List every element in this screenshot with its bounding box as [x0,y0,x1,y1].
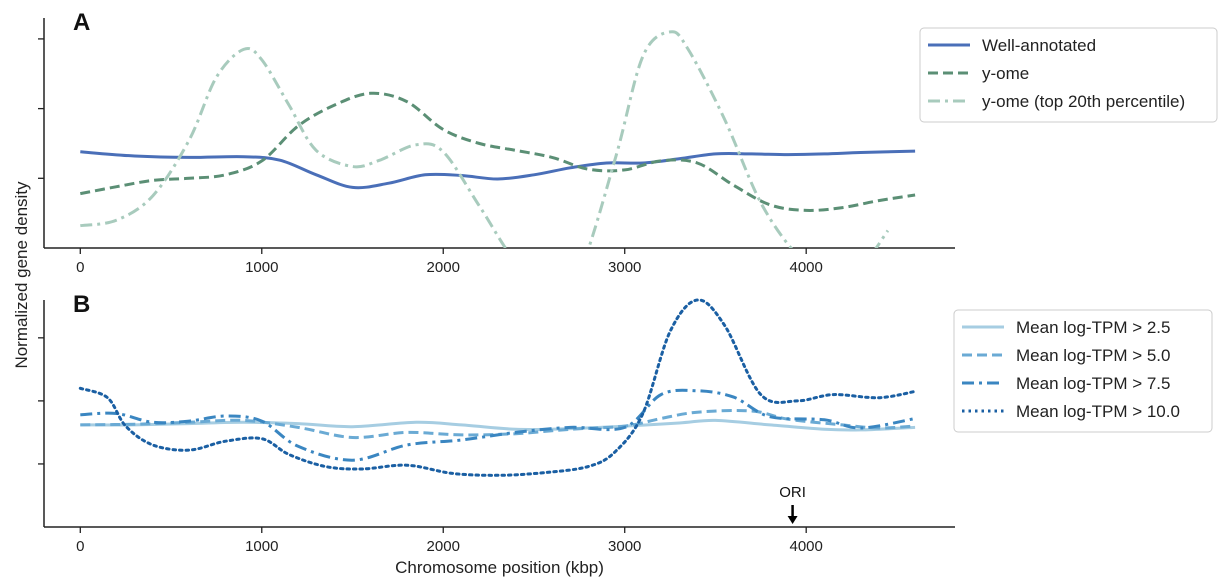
x-tick-label: 4000 [790,538,823,555]
series-lines [78,298,917,477]
legend-entry-label: y-ome [982,64,1029,83]
ori-arrow-head [787,516,798,524]
shared-y-axis-label: Normalized gene density [12,181,31,369]
legend: Well-annotated y-ome y-ome (top 20th perce… [919,27,1218,123]
legend-frame [919,27,1218,123]
series-line-3 [80,30,890,248]
x-tick-label: 3000 [608,538,641,555]
x-tick-label: 4000 [790,259,823,276]
legend-entry-label: Well-annotated [982,36,1096,55]
series-line-1 [80,418,916,432]
legend: Mean log-TPM > 2.5 Mean log-TPM > 5.0 Mean… [953,309,1213,433]
ori-annotation-label: ORI [779,484,806,501]
legend-entry-label: Mean log-TPM > 5.0 [1016,346,1171,365]
x-tick-label: 1000 [245,538,278,555]
panel-a: 0 1000 2000 3000 4000 A Well-annotated y-ome y-o… [38,9,1218,276]
series-lines [80,30,916,248]
legend-entry-label: Mean log-TPM > 2.5 [1016,318,1171,337]
legend-entry-label: Mean log-TPM > 7.5 [1016,374,1171,393]
x-tick-label: 1000 [245,259,278,276]
x-tick-label: 2000 [427,259,460,276]
x-tick-label: 0 [76,259,84,276]
series-line-1 [80,149,916,190]
series-line-2 [80,409,916,440]
x-tick-label: 2000 [427,538,460,555]
panel-label: A [73,9,90,36]
panel-label: B [73,291,90,318]
legend-frame [953,309,1213,433]
panel-b: 0 1000 2000 3000 4000 B Chromosome position (k… [38,291,1213,577]
x-axis-label: Chromosome position (kbp) [395,558,604,577]
series-line-4 [78,298,917,477]
x-tick-label: 0 [76,538,84,555]
legend-entry-label: y-ome (top 20th percentile) [982,92,1185,111]
legend-entry-label: Mean log-TPM > 10.0 [1016,402,1180,421]
series-line-2 [80,91,916,212]
x-tick-label: 3000 [608,259,641,276]
